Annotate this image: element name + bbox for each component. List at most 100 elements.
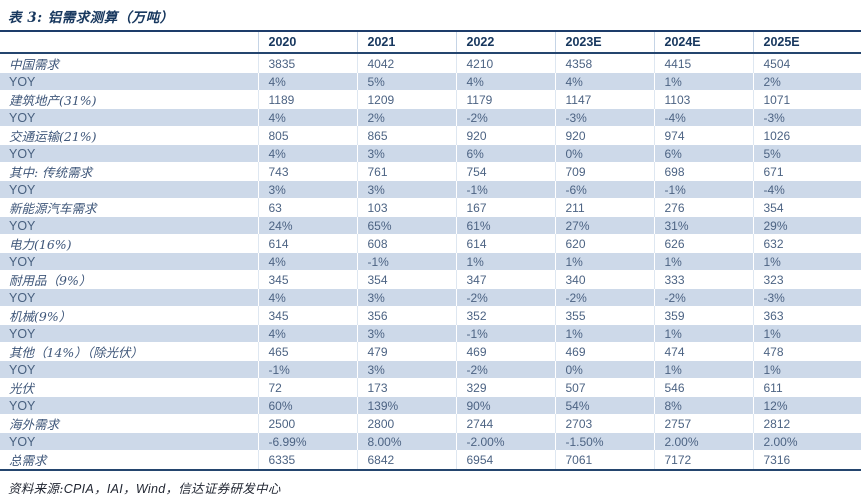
table-cell: 211 [554, 198, 654, 217]
table-cell: -1% [357, 253, 456, 270]
row-label: YOY [0, 325, 258, 342]
column-header-2025E: 2025E [752, 32, 861, 54]
table-cell: 8% [654, 397, 753, 414]
table-cell: 103 [356, 198, 456, 217]
table-cell: 1% [753, 325, 861, 342]
table-row: 机械(9%） 345 356 352 355 359 363 [0, 306, 861, 325]
table-cell: -6% [555, 181, 654, 198]
table-cell: 2703 [554, 414, 654, 433]
table-cell: 465 [257, 342, 357, 361]
table-cell: -1% [456, 325, 555, 342]
table-row: YOY 3% 3% -1% -6% -1% -4% [0, 181, 861, 198]
table-cell: 608 [356, 234, 456, 253]
table-cell: -1% [258, 361, 357, 378]
aluminum-demand-table: 2020 2021 2022 2023E 2024E 2025E 中国需求 3835 4042… [0, 32, 861, 469]
table-cell: 1% [753, 361, 861, 378]
table-cell: 3% [357, 181, 456, 198]
table-cell: 0% [555, 361, 654, 378]
table-cell: 474 [653, 342, 753, 361]
table-cell: -1% [654, 181, 753, 198]
table-cell: 1% [456, 253, 555, 270]
row-label: 海外需求 [9, 417, 60, 432]
table-cell: -2% [456, 361, 555, 378]
table-row: 中国需求 3835 4042 4210 4358 4415 4504 [0, 53, 861, 73]
table-cell: 632 [752, 234, 861, 253]
table-cell: 671 [752, 162, 861, 181]
table-cell: 614 [257, 234, 357, 253]
table-row: YOY 4% 3% -1% 1% 1% 1% [0, 325, 861, 342]
table-cell: 761 [356, 162, 456, 181]
table-cell: 4% [258, 325, 357, 342]
table-cell: 4% [456, 73, 555, 90]
table-cell: 4% [258, 109, 357, 126]
table-cell: 620 [554, 234, 654, 253]
table-row: YOY 4% -1% 1% 1% 1% 1% [0, 253, 861, 270]
table-cell: -3% [753, 109, 861, 126]
table-row: 新能源汽车需求 63 103 167 211 276 354 [0, 198, 861, 217]
table-cell: 4% [258, 145, 357, 162]
table-cell: 2.00% [654, 433, 753, 450]
table-cell: 1189 [257, 90, 357, 109]
table-cell: 63 [257, 198, 357, 217]
table-cell: 1% [555, 325, 654, 342]
row-label: 机械(9%） [9, 309, 72, 324]
table-cell: -1.50% [555, 433, 654, 450]
table-row: YOY 60% 139% 90% 54% 8% 12% [0, 397, 861, 414]
table-cell: -4% [654, 109, 753, 126]
table-row: 海外需求 2500 2800 2744 2703 2757 2812 [0, 414, 861, 433]
table-cell: 4504 [752, 53, 861, 73]
table-cell: 355 [554, 306, 654, 325]
row-label: 耐用品（9%） [9, 273, 92, 288]
row-label: 中国需求 [9, 57, 60, 72]
table-row: 建筑地产(31%) 1189 1209 1179 1147 1103 1071 [0, 90, 861, 109]
row-label: 建筑地产(31%) [9, 93, 97, 108]
table-row: 电力(16%) 614 608 614 620 626 632 [0, 234, 861, 253]
table-row: YOY -1% 3% -2% 0% 1% 1% [0, 361, 861, 378]
table-cell: 8.00% [357, 433, 456, 450]
table-cell: 1179 [455, 90, 555, 109]
table-cell: 359 [653, 306, 753, 325]
row-label: 总需求 [9, 453, 47, 468]
table-cell: 354 [356, 270, 456, 289]
table-cell: 340 [554, 270, 654, 289]
table-row: 总需求 6335 6842 6954 7061 7172 7316 [0, 450, 861, 469]
table-cell: 2500 [257, 414, 357, 433]
source-text: CPIA，IAI，Wind，信达证券研发中心 [63, 482, 281, 496]
table-cell: 167 [455, 198, 555, 217]
table-cell: 3% [357, 325, 456, 342]
table-body: 中国需求 3835 4042 4210 4358 4415 4504 YOY 4% 5% 4% 4% 1… [0, 53, 861, 469]
table-cell: 478 [752, 342, 861, 361]
report-table-page: 表 3: 铝需求测算（万吨） 2020 2021 2022 2023E 2024E 202… [0, 10, 861, 496]
table-cell: 354 [752, 198, 861, 217]
table-cell: 4358 [554, 53, 654, 73]
table-cell: 323 [752, 270, 861, 289]
table-cell: 4% [258, 289, 357, 306]
table-cell: 65% [357, 217, 456, 234]
header-row: 2020 2021 2022 2023E 2024E 2025E [0, 32, 861, 54]
title-underline [0, 30, 861, 32]
table-cell: -2% [456, 289, 555, 306]
table-cell: 2744 [455, 414, 555, 433]
table-cell: 0% [555, 145, 654, 162]
table-cell: 54% [555, 397, 654, 414]
column-header-2022: 2022 [455, 32, 555, 54]
table-cell: 352 [455, 306, 555, 325]
table-cell: 1209 [356, 90, 456, 109]
table-cell: -3% [555, 109, 654, 126]
table-cell: 4% [555, 73, 654, 90]
table-cell: 1071 [752, 90, 861, 109]
table-cell: 1% [654, 361, 753, 378]
table-cell: 920 [455, 126, 555, 145]
table-cell: 611 [752, 378, 861, 397]
table-cell: 6954 [455, 450, 555, 469]
table-header: 2020 2021 2022 2023E 2024E 2025E [0, 32, 861, 54]
table-row: 光伏 72 173 329 507 546 611 [0, 378, 861, 397]
table-cell: 3% [357, 361, 456, 378]
table-cell: 329 [455, 378, 555, 397]
table-cell: 345 [257, 306, 357, 325]
row-label: 光伏 [9, 381, 35, 396]
column-header-2021: 2021 [356, 32, 456, 54]
row-label: YOY [0, 289, 258, 306]
table-cell: 698 [653, 162, 753, 181]
table-cell: 6% [654, 145, 753, 162]
